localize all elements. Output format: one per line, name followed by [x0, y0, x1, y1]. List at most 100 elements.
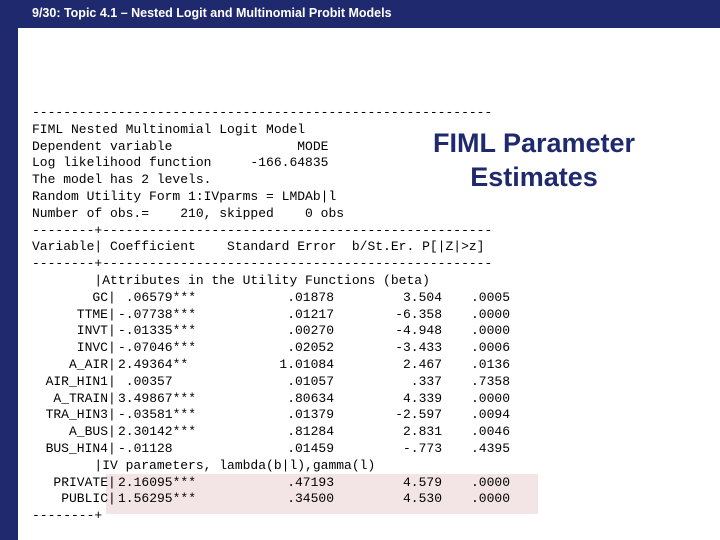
table-row: PUBLIC | 1.56295*** .34500 4.530 .0000	[32, 491, 510, 508]
variable-name: INVC	[76, 340, 108, 356]
random-utility-line: Random Utility Form 1:IVparms = LMDAb|l	[32, 188, 337, 204]
z-statistic-value: 3.504	[402, 289, 442, 305]
coefficient-value: -.03581***	[118, 407, 197, 423]
column-header: Variable| Coefficient Standard Error b/S…	[32, 239, 485, 255]
z-statistic-value: 4.339	[402, 390, 442, 406]
coefficient-value: 1.56295***	[118, 491, 197, 507]
p-value: .0094	[470, 407, 510, 423]
standard-error-value: .02052	[287, 340, 334, 356]
standard-error-value: .80634	[287, 390, 334, 406]
coefficient-value: 2.30142***	[118, 424, 197, 440]
section-beta-header: |Attributes in the Utility Functions (be…	[32, 272, 430, 288]
variable-name: BUS_HIN4	[45, 440, 108, 456]
iv-parameters-highlight	[106, 474, 538, 514]
rule-split: --------+-------------------------------…	[32, 222, 493, 238]
slide-heading-line2: Estimates	[470, 162, 598, 192]
standard-error-value: 1.01084	[279, 356, 334, 372]
column-separator: |	[108, 306, 116, 322]
z-statistic-value: 4.530	[402, 491, 442, 507]
p-value: .0006	[470, 340, 510, 356]
standard-error-value: .01217	[287, 306, 334, 322]
z-statistic-value: 4.579	[402, 474, 442, 490]
model-name-line: FIML Nested Multinomial Logit Model	[32, 121, 306, 137]
levels-line: The model has 2 levels.	[32, 172, 212, 188]
standard-error-value: .01379	[287, 407, 334, 423]
coefficient-value: 2.49364**	[118, 356, 189, 372]
table-row: INVT | -.01335*** .00270 -4.948 .0000	[32, 323, 510, 340]
variable-name: INVT	[76, 323, 108, 339]
z-statistic-value: -6.358	[395, 306, 442, 322]
column-separator: |	[108, 440, 116, 456]
coefficient-value: 2.16095***	[118, 474, 197, 490]
z-statistic-value: -3.433	[395, 340, 442, 356]
z-statistic-value: 2.467	[402, 356, 442, 372]
standard-error-value: .01878	[287, 289, 334, 305]
table-row: AIR_HIN1 | .00357 .01057 .337 .7358	[32, 373, 510, 391]
coefficient-value: -.07738***	[118, 306, 197, 322]
table-row: BUS_HIN4 | -.01128 .01459 -.773 .4395	[32, 440, 510, 458]
rule-bottom: --------+	[32, 508, 103, 524]
standard-error-value: .01057	[287, 373, 334, 389]
variable-name: A_TRAIN	[53, 390, 108, 406]
z-statistic-value: .337	[410, 373, 442, 389]
column-separator: |	[108, 424, 116, 440]
column-separator: |	[108, 373, 116, 389]
slide-heading: FIML Parameter Estimates	[408, 126, 660, 194]
variable-name: A_BUS	[68, 424, 108, 440]
variable-name: TRA_HIN3	[45, 407, 108, 423]
p-value: .0000	[470, 323, 510, 339]
p-value: .7358	[470, 373, 510, 389]
table-row: A_BUS | 2.30142*** .81284 2.831 .0046	[32, 424, 510, 441]
column-separator: |	[108, 491, 116, 507]
dependent-variable-line: Dependent variable MODE	[32, 138, 329, 154]
iv-rows: PRIVATE | 2.16095*** .47193 4.579.0000 PUBLIC…	[32, 474, 510, 509]
standard-error-value: .81284	[287, 424, 334, 440]
table-row: A_AIR | 2.49364** 1.01084 2.467 .0136	[32, 356, 510, 374]
rule-top: ----------------------------------------…	[32, 105, 493, 120]
p-value: .4395	[470, 440, 510, 456]
standard-error-value: .01459	[287, 440, 334, 456]
standard-error-value: .34500	[287, 491, 334, 507]
p-value: .0046	[470, 424, 510, 440]
sidebar-bar	[0, 0, 18, 540]
table-row: TRA_HIN3 | -.03581*** .01379 -2.597 .0094	[32, 407, 510, 424]
table-row: INVC | -.07046*** .02052 -3.433 .0006	[32, 340, 510, 357]
slide-heading-line1: FIML Parameter	[432, 128, 636, 158]
variable-name: TTME	[76, 306, 108, 322]
top-bar	[0, 0, 720, 28]
section-iv-header: |IV parameters, lambda(b|l),gamma(l)	[32, 457, 376, 473]
coefficient-value: .00357	[118, 373, 173, 389]
z-statistic-value: -4.948	[395, 323, 442, 339]
z-statistic-value: -.773	[402, 440, 442, 456]
slide-title: 9/30: Topic 4.1 – Nested Logit and Multi…	[32, 6, 392, 20]
table-row: GC | .06579*** .01878 3.504 .0005	[32, 289, 510, 307]
standard-error-value: .47193	[287, 474, 334, 490]
coefficient-value: -.01128	[118, 440, 173, 456]
beta-rows: GC | .06579*** .01878 3.504.0005 TTME | -.0773…	[32, 289, 510, 458]
p-value: .0000	[470, 390, 510, 406]
column-separator: |	[108, 356, 116, 372]
coefficient-value: .06579***	[118, 289, 197, 305]
coefficient-value: -.01335***	[118, 323, 197, 339]
variable-name: AIR_HIN1	[45, 373, 108, 389]
p-value: .0005	[470, 289, 510, 305]
p-value: .0136	[470, 356, 510, 372]
coefficient-value: 3.49867***	[118, 390, 197, 406]
variable-name: GC	[92, 289, 108, 305]
variable-name: PUBLIC	[61, 491, 108, 507]
p-value: .0000	[470, 474, 510, 490]
p-value: .0000	[470, 306, 510, 322]
column-separator: |	[108, 289, 116, 305]
column-separator: |	[108, 390, 116, 406]
column-separator: |	[108, 340, 116, 356]
standard-error-value: .00270	[287, 323, 334, 339]
z-statistic-value: -2.597	[395, 407, 442, 423]
column-separator: |	[108, 323, 116, 339]
table-row: TTME | -.07738*** .01217 -6.358 .0000	[32, 306, 510, 324]
column-separator: |	[108, 474, 116, 490]
observations-line: Number of obs.= 210, skipped 0 obs	[32, 205, 345, 221]
z-statistic-value: 2.831	[402, 424, 442, 440]
p-value: .0000	[470, 491, 510, 507]
coefficient-value: -.07046***	[118, 340, 197, 356]
table-row: A_TRAIN | 3.49867*** .80634 4.339 .0000	[32, 390, 510, 408]
